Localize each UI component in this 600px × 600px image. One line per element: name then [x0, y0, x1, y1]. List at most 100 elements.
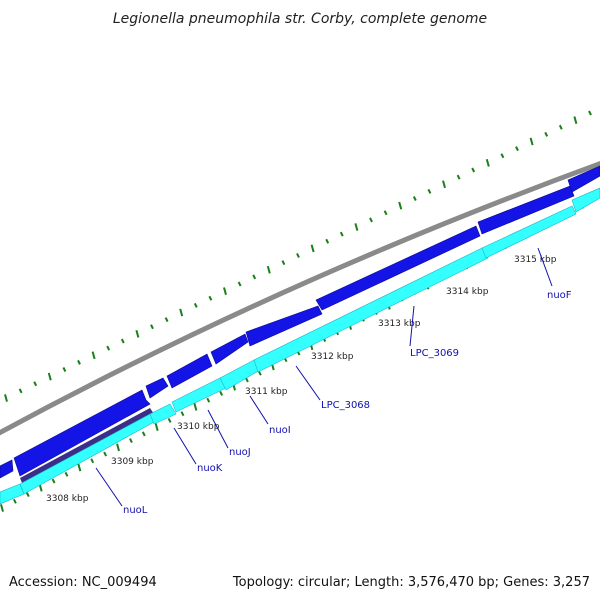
gc-skew-mark [206, 397, 211, 403]
gc-skew-mark [77, 463, 82, 472]
forward-strand-genes [0, 165, 600, 488]
forward-gene-arrow [245, 305, 323, 347]
gc-skew-mark [412, 196, 417, 201]
gc-skew-mark [167, 417, 172, 423]
gc-skew-mark [208, 295, 213, 301]
gc-skew-mark [4, 394, 8, 402]
gc-skew-mark [266, 265, 271, 274]
gc-skew-mark [154, 423, 159, 431]
gene-name-label: nuoK [197, 463, 223, 474]
gene-label-leader [249, 395, 269, 425]
reverse-gene-arrow [571, 187, 600, 213]
gc-skew-mark [64, 471, 69, 477]
gc-skew-mark [427, 188, 432, 194]
gc-skew-mark [398, 201, 403, 210]
gc-skew-mark [103, 451, 108, 457]
gc-skew-mark [91, 351, 96, 360]
gene-labels: nuoL nuoK nuoJ nuoI LPC_3068 LPC_3069 nuoF [95, 247, 572, 516]
gc-skew-mark [354, 223, 359, 231]
reverse-strand-genes [0, 187, 600, 505]
gc-skew-mark [90, 458, 95, 464]
gene-label-leader [95, 467, 123, 507]
gc-skew-mark [471, 167, 476, 173]
reverse-gene-arrow [149, 403, 177, 425]
gc-skew-mark [588, 110, 592, 116]
forward-gene-arrow [210, 333, 249, 365]
reverse-gene-arrow [253, 247, 489, 373]
gc-skew-mark [339, 231, 344, 237]
kbp-tick-label: 3312 kbp [311, 352, 354, 362]
gc-skew-mark [18, 388, 23, 394]
gc-skew-mark [62, 367, 67, 372]
gene-name-label: LPC_3068 [321, 400, 370, 411]
reverse-gene-arrow [481, 205, 577, 259]
scale-ticks: 3308 kbp 3309 kbp 3310 kbp 3311 kbp 3312 kbp… [46, 255, 557, 504]
accession-text: Accession: NC_009494 [9, 575, 157, 590]
gene-name-label: LPC_3069 [410, 348, 459, 359]
gc-skew-mark [193, 302, 198, 308]
gc-skew-mark [456, 174, 461, 180]
gc-skew-mark [180, 411, 185, 417]
gc-skew-mark [219, 390, 224, 396]
gc-skew-mark [237, 281, 242, 287]
kbp-tick-label: 3314 kbp [446, 287, 489, 297]
gc-skew-mark [12, 498, 17, 504]
gc-skew-mark [442, 180, 446, 189]
gc-skew-mark [116, 443, 120, 452]
kbp-tick-label: 3311 kbp [245, 387, 288, 397]
genome-backbone [0, 161, 600, 436]
gc-skew-mark [310, 244, 315, 253]
forward-gene-arrow [0, 459, 14, 479]
gc-skew-mark [0, 504, 4, 512]
map-title: Legionella pneumophila str. Corby, compl… [113, 11, 487, 27]
gene-label-leader [295, 365, 321, 401]
gc-skew-mark [383, 210, 388, 216]
gc-skew-mark [47, 372, 52, 381]
kbp-tick-label: 3309 kbp [111, 457, 154, 467]
gc-skew-mark [51, 478, 56, 484]
gc-skew-mark [573, 116, 578, 124]
gene-name-label: nuoL [123, 505, 148, 516]
kbp-tick-label: 3315 kbp [514, 255, 557, 265]
gc-skew-mark [164, 317, 169, 323]
reverse-gene-arrow [219, 359, 261, 391]
gc-skew-mark [325, 238, 330, 244]
gc-skew-mark [129, 438, 133, 444]
gene-label-leader [173, 427, 197, 465]
gene-name-label: nuoJ [229, 447, 251, 458]
kbp-tick-label: 3313 kbp [378, 319, 421, 329]
gc-skew-mark [485, 159, 490, 167]
gc-skew-mark [77, 359, 81, 365]
gc-skew-mark [281, 260, 286, 266]
gc-skew-mark [141, 431, 146, 437]
gc-skew-mark [252, 274, 257, 280]
gene-label-leader [207, 409, 229, 449]
forward-gene-arrow [477, 185, 575, 235]
gene-name-label: nuoI [269, 425, 291, 436]
forward-gene-arrow [166, 353, 213, 389]
forward-gene-arrow [145, 377, 169, 399]
gene-name-label: nuoF [547, 290, 572, 301]
gene-label-leader [409, 305, 415, 347]
gc-skew-mark [150, 324, 154, 330]
reverse-gene-arrow [0, 483, 25, 505]
kbp-tick-label: 3308 kbp [46, 494, 89, 504]
gc-skew-mark [106, 345, 111, 351]
gc-skew-mark [193, 403, 198, 411]
forward-gene-arrow [567, 165, 600, 193]
forward-gene-arrow [315, 225, 481, 311]
gc-skew-mark [223, 287, 227, 295]
gc-skew-mark [245, 377, 249, 383]
gc-skew-mark [529, 137, 534, 146]
kbp-tick-label: 3310 kbp [177, 422, 220, 432]
gc-skew-mark [369, 217, 373, 223]
gc-skew-mark [179, 308, 184, 317]
gene-label-leader [537, 247, 553, 287]
gc-skew-mark [25, 492, 30, 497]
gc-skew-mark [33, 381, 38, 387]
gc-skew-mark [120, 338, 125, 344]
gc-skew-mark [500, 153, 505, 159]
genome-summary-text: Topology: circular; Length: 3,576,470 bp… [232, 575, 590, 590]
forward-gene-arrow [13, 389, 151, 477]
